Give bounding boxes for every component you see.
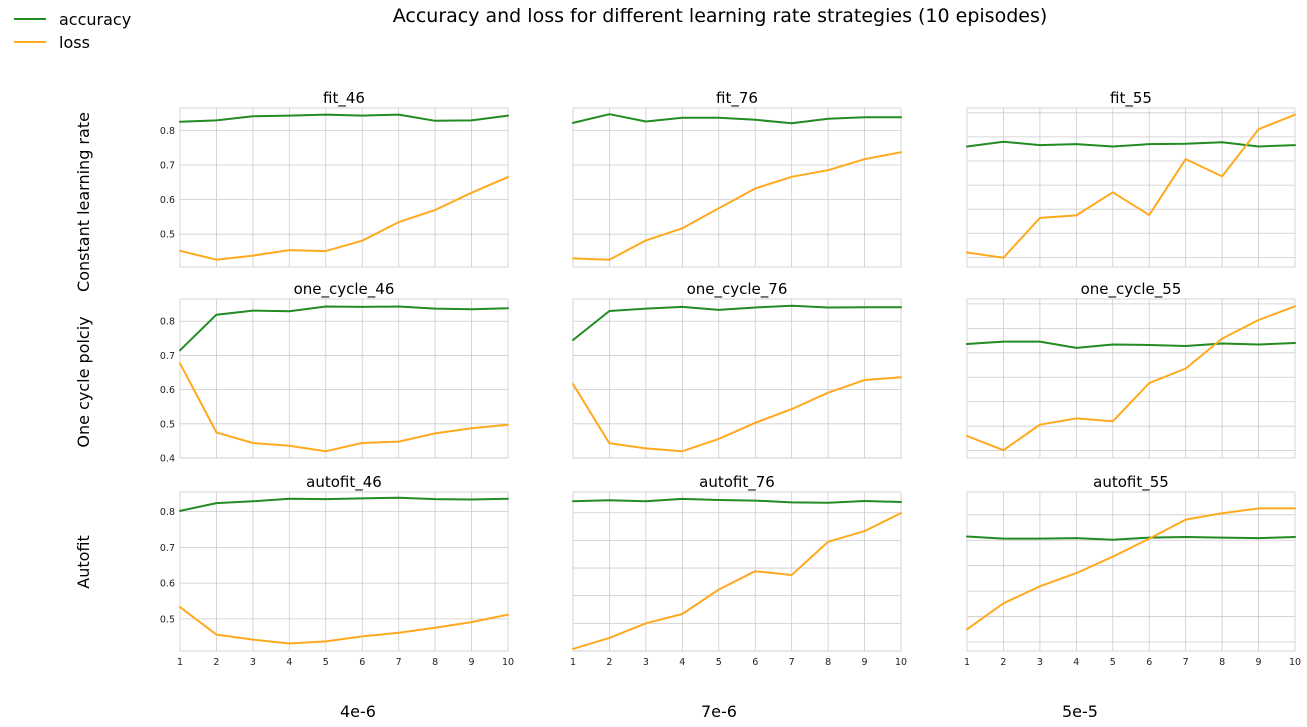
row-label-one-cycle: One cycle polciy: [74, 316, 93, 447]
x-tick-label: 5: [716, 657, 722, 668]
x-tick-label: 6: [359, 657, 365, 668]
x-tick-label: 2: [606, 657, 612, 668]
x-tick-label: 7: [789, 657, 795, 668]
y-tick-label: 0.7: [160, 543, 175, 554]
series-loss-line: [572, 376, 902, 453]
column-label-4e-6: 4e-6: [340, 702, 376, 721]
plot-area: [966, 107, 1296, 268]
panel-autofit-46: autofit_46 0.5 0.6 0.7 0.8 1 2 3 4 5 6 7 8 9 10: [160, 473, 514, 668]
y-tick-label: 0.8: [160, 126, 175, 137]
panel-title: autofit_46: [306, 473, 382, 492]
x-tick-label: 7: [396, 657, 402, 668]
column-label-5e-5: 5e-5: [1062, 702, 1098, 721]
x-tick-label: 7: [1183, 657, 1189, 668]
x-tick-label: 6: [1146, 657, 1152, 668]
x-tick-label: 9: [469, 657, 475, 668]
panel-one-cycle-55: one_cycle_55: [966, 280, 1296, 459]
plot-area: [966, 298, 1296, 459]
legend-accuracy-label: accuracy: [59, 10, 131, 29]
legend-loss-label: loss: [59, 33, 90, 52]
x-tick-label: 5: [1110, 657, 1116, 668]
x-tick-label: 2: [213, 657, 219, 668]
plot-area: [179, 298, 509, 459]
series-accuracy-line: [179, 305, 509, 352]
plot-area: [572, 491, 902, 652]
x-tick-label: 10: [502, 657, 514, 668]
plot-area: [966, 491, 1296, 652]
series-accuracy-line: [179, 113, 509, 123]
y-tick-label: 0.5: [160, 230, 175, 241]
row-label-constant: Constant learning rate: [74, 112, 93, 292]
series-loss-line: [966, 305, 1296, 452]
y-tick-label: 0.5: [160, 614, 175, 625]
x-tick-label: 2: [1000, 657, 1006, 668]
panel-fit-46: fit_46 0.5 0.6 0.7 0.8: [160, 89, 509, 268]
series-loss-line: [179, 362, 509, 453]
series-accuracy-line: [572, 304, 902, 341]
x-tick-label: 3: [250, 657, 256, 668]
y-tick-label: 0.7: [160, 161, 175, 172]
plot-area: [572, 107, 902, 268]
x-tick-label: 3: [643, 657, 649, 668]
x-tick-label: 5: [323, 657, 329, 668]
x-tick-label: 1: [964, 657, 970, 668]
y-tick-label: 0.6: [160, 579, 175, 590]
x-tick-label: 8: [432, 657, 438, 668]
series-loss-line: [572, 512, 902, 650]
plot-area: [572, 298, 902, 459]
panel-fit-55: fit_55: [966, 89, 1296, 268]
panel-fit-76: fit_76: [572, 89, 902, 268]
x-tick-label: 4: [679, 657, 685, 668]
panel-autofit-76: autofit_76 1 2 3 4 5 6 7 8 9 10: [570, 473, 907, 668]
series-accuracy-line: [572, 497, 902, 504]
x-tick-label: 1: [570, 657, 576, 668]
x-tick-label: 4: [286, 657, 292, 668]
panel-autofit-55: autofit_55 1 2 3 4 5 6 7 8 9 10: [964, 473, 1301, 668]
series-loss-line: [572, 151, 902, 261]
x-tick-label: 10: [895, 657, 907, 668]
y-tick-label: 0.6: [160, 195, 175, 206]
series-accuracy-line: [179, 496, 509, 512]
x-tick-label: 8: [825, 657, 831, 668]
panel-title: one_cycle_46: [294, 280, 395, 299]
column-label-7e-6: 7e-6: [701, 702, 737, 721]
series-accuracy-line: [966, 140, 1296, 148]
y-tick-label: 0.6: [160, 385, 175, 396]
panel-one-cycle-76: one_cycle_76: [572, 280, 902, 459]
x-tick-label: 3: [1037, 657, 1043, 668]
plot-area: [179, 107, 509, 268]
y-tick-label: 0.5: [160, 419, 175, 430]
panel-title: autofit_76: [699, 473, 775, 492]
series-loss-line: [966, 507, 1296, 631]
x-tick-label: 9: [862, 657, 868, 668]
row-label-autofit: Autofit: [74, 535, 93, 589]
series-loss-line: [179, 176, 509, 261]
x-tick-label: 6: [752, 657, 758, 668]
x-tick-label: 4: [1073, 657, 1079, 668]
panel-title: fit_76: [716, 89, 758, 108]
series-loss-line: [966, 113, 1296, 259]
y-tick-label: 0.8: [160, 317, 175, 328]
x-tick-label: 1: [177, 657, 183, 668]
panel-title: autofit_55: [1093, 473, 1169, 492]
figure-title: Accuracy and loss for different learning…: [393, 5, 1048, 27]
series-accuracy-line: [966, 535, 1296, 541]
panel-title: fit_55: [1110, 89, 1152, 108]
y-tick-label: 0.4: [160, 454, 175, 465]
series-accuracy-line: [966, 340, 1296, 349]
y-tick-label: 0.8: [160, 507, 175, 518]
series-loss-line: [179, 606, 509, 645]
panel-one-cycle-46: one_cycle_46 0.4 0.5 0.6 0.7 0.8: [160, 280, 509, 465]
panel-title: one_cycle_55: [1081, 280, 1182, 299]
x-tick-label: 9: [1256, 657, 1262, 668]
x-tick-label: 8: [1219, 657, 1225, 668]
series-accuracy-line: [572, 113, 902, 125]
legend: accuracy loss: [14, 10, 131, 52]
plot-area: [179, 491, 509, 652]
y-tick-label: 0.7: [160, 351, 175, 362]
panel-title: fit_46: [323, 89, 365, 108]
panel-title: one_cycle_76: [687, 280, 788, 299]
x-tick-label: 10: [1289, 657, 1301, 668]
